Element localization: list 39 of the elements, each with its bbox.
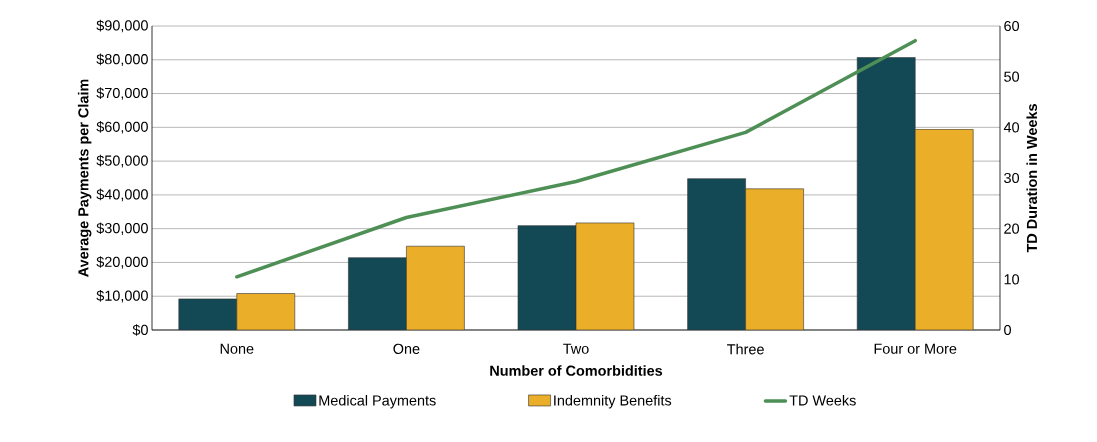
x-axis-title: Number of Comorbidities	[490, 365, 663, 376]
y2-tick-label: 0	[1004, 324, 1011, 336]
line-series	[235, 38, 917, 279]
bar	[348, 257, 407, 330]
y-tick-label: $20,000	[96, 256, 148, 269]
y2-tick-label: 40	[1003, 122, 1020, 133]
x-tick-label: Two	[563, 343, 589, 354]
y-tick-label: $80,000	[96, 53, 148, 67]
bar	[406, 245, 465, 330]
legend-label: TD Weeks	[789, 394, 856, 406]
bar	[745, 188, 804, 330]
x-tick-label: One	[393, 343, 420, 354]
bar	[236, 293, 296, 330]
y-tick-label: $10,000	[96, 289, 148, 303]
y2-tick-label: 30	[1004, 172, 1020, 184]
y-axis-title: Average Payments per Claim	[77, 79, 92, 277]
legend-label: Medical Payments	[319, 394, 436, 409]
y2-tick-label: 50	[1004, 71, 1020, 82]
bar	[914, 129, 974, 330]
bar	[178, 298, 238, 330]
x-tick-label: Four or More	[874, 343, 957, 354]
bar	[856, 57, 916, 330]
y2-axis-title: TD Duration in Weeks	[1026, 104, 1038, 253]
y-tick-label: $40,000	[96, 188, 148, 202]
y2-tick-label: 60	[1004, 20, 1020, 32]
y2-tick-label: 20	[1004, 223, 1020, 234]
y-tick-label: $70,000	[96, 87, 148, 100]
bar	[517, 225, 577, 330]
y-tick-label: $60,000	[96, 121, 148, 134]
y2-tick-label: 10	[1004, 274, 1020, 285]
y-tick-label: $0	[132, 324, 148, 336]
bar	[575, 222, 635, 330]
x-tick-label: None	[220, 343, 254, 354]
y-tick-label: $90,000	[96, 19, 148, 33]
legend-label: Indemnity Benefits	[554, 394, 672, 409]
y-tick-label: $50,000	[96, 154, 148, 168]
x-tick-label: Three	[727, 343, 764, 355]
y-tick-label: $30,000	[96, 222, 148, 235]
bar	[687, 178, 746, 330]
